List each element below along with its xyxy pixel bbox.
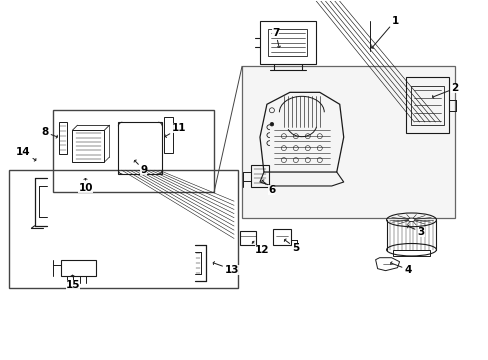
Bar xyxy=(272,229,290,245)
Text: 5: 5 xyxy=(284,239,299,253)
Text: 15: 15 xyxy=(65,275,80,289)
Bar xyxy=(72,130,104,162)
Text: 12: 12 xyxy=(252,241,269,255)
Text: 13: 13 xyxy=(213,262,239,275)
Bar xyxy=(410,86,443,125)
Bar xyxy=(392,250,429,256)
Bar xyxy=(268,30,307,56)
Bar xyxy=(9,170,238,288)
Ellipse shape xyxy=(407,218,414,222)
Bar xyxy=(405,77,448,133)
Bar xyxy=(163,117,172,153)
Text: 8: 8 xyxy=(41,127,57,138)
Text: 11: 11 xyxy=(165,123,186,138)
Bar xyxy=(52,110,214,192)
Bar xyxy=(118,122,162,174)
Text: 10: 10 xyxy=(78,179,93,193)
Circle shape xyxy=(269,122,273,126)
Text: 7: 7 xyxy=(271,28,280,47)
Text: 14: 14 xyxy=(16,147,36,161)
Text: 4: 4 xyxy=(390,262,411,275)
Text: 2: 2 xyxy=(432,84,458,98)
Bar xyxy=(260,21,315,64)
Text: 3: 3 xyxy=(407,225,424,237)
Bar xyxy=(240,231,255,245)
Bar xyxy=(59,122,66,154)
Bar xyxy=(250,165,268,187)
Text: 9: 9 xyxy=(134,160,147,175)
Text: 6: 6 xyxy=(261,180,275,195)
Text: 1: 1 xyxy=(370,15,398,48)
Bar xyxy=(242,67,454,218)
Bar xyxy=(61,260,96,276)
